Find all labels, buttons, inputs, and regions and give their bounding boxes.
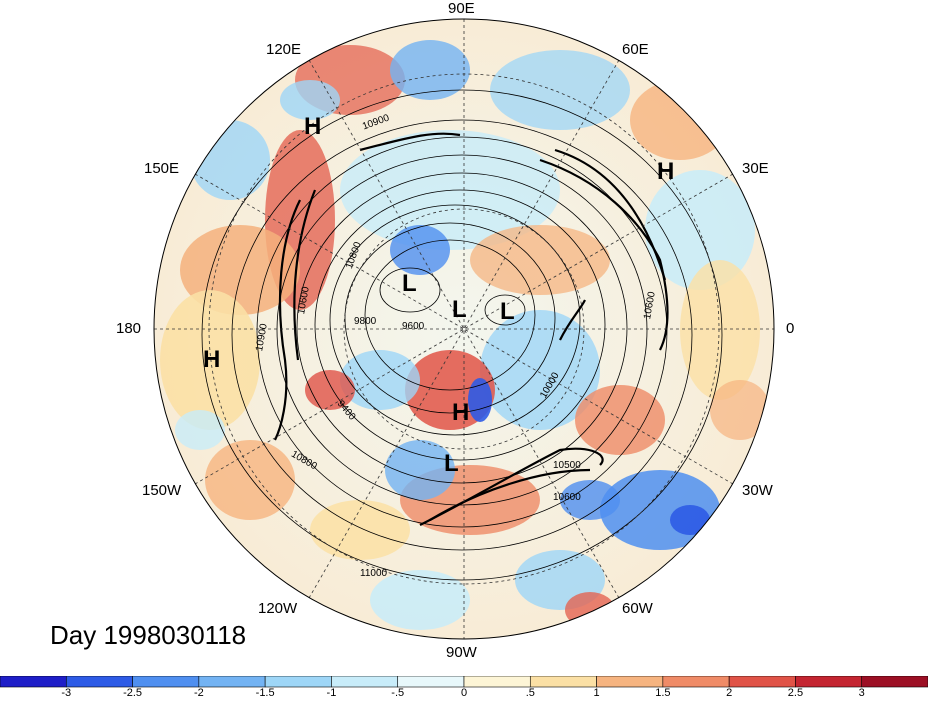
lon-label-60e: 60E <box>622 41 649 58</box>
colorbar-swatch <box>198 676 266 688</box>
high-pressure-center: H <box>452 399 470 426</box>
lon-label-60w: 60W <box>622 600 653 617</box>
colorbar-tick-label: -1.5 <box>255 687 275 699</box>
colorbar-tick-label: -.5 <box>391 687 405 699</box>
colorbar-swatch <box>264 676 332 688</box>
day-label: Day 1998030118 <box>50 620 247 650</box>
colorbar-tick-label: -1 <box>326 687 337 699</box>
low-pressure-center: L <box>444 450 459 477</box>
colorbar-swatch <box>662 676 730 688</box>
colorbar-tick-label: 1.5 <box>655 687 671 699</box>
contour-label: 11000 <box>360 568 388 579</box>
graticule <box>154 19 774 639</box>
contour-label: 9600 <box>402 321 425 332</box>
colorbar-tick-label: 3 <box>858 687 865 699</box>
colorbar-swatch <box>728 676 796 688</box>
colorbar <box>0 676 928 688</box>
contour-label: 10600 <box>553 492 581 503</box>
colorbar-tick-label: -2 <box>193 687 204 699</box>
lon-label-30w: 30W <box>742 482 773 499</box>
lon-label-90w: 90W <box>446 644 477 661</box>
colorbar-swatch <box>331 676 399 688</box>
colorbar-tick-label: 1 <box>593 687 600 699</box>
low-pressure-center: L <box>402 270 417 297</box>
height-contours <box>201 89 723 581</box>
colorbar-tick-label: 2 <box>726 687 733 699</box>
polar-map <box>153 18 775 640</box>
map-boundary <box>153 18 775 640</box>
high-pressure-center: H <box>203 346 221 373</box>
colorbar-tick-label: 2.5 <box>787 687 804 699</box>
colorbar-tick-label: .5 <box>525 687 535 699</box>
lon-label-120w: 120W <box>258 600 298 617</box>
high-pressure-center: H <box>304 113 322 140</box>
colorbar-swatch <box>463 676 531 688</box>
lon-label-150w: 150W <box>142 482 182 499</box>
colorbar-swatch <box>795 676 863 688</box>
lon-label-0: 0 <box>786 320 795 337</box>
lon-label-90e: 90E <box>448 0 475 17</box>
colorbar-swatch <box>0 676 67 688</box>
lon-label-150e: 150E <box>144 160 180 177</box>
colorbar-tick-label: 0 <box>460 687 468 699</box>
low-pressure-center: L <box>500 298 515 325</box>
colorbar-swatch <box>65 676 133 688</box>
contour-label: 9800 <box>354 316 377 327</box>
lon-label-30e: 30E <box>742 160 769 177</box>
contour-label: 10500 <box>553 460 581 471</box>
low-pressure-center: L <box>452 296 467 323</box>
colorbar-tick-label: -2.5 <box>123 687 143 699</box>
lon-label-180: 180 <box>116 320 142 337</box>
colorbar-swatch <box>861 676 928 688</box>
jet-contours <box>274 132 669 526</box>
colorbar-swatch <box>397 676 465 688</box>
colorbar-swatch <box>529 676 597 688</box>
high-pressure-center: H <box>657 158 675 185</box>
colorbar-swatch <box>132 676 200 688</box>
colorbar-swatch <box>596 676 664 688</box>
lon-label-120e: 120E <box>266 41 302 58</box>
colorbar-tick-label: -3 <box>61 687 72 699</box>
